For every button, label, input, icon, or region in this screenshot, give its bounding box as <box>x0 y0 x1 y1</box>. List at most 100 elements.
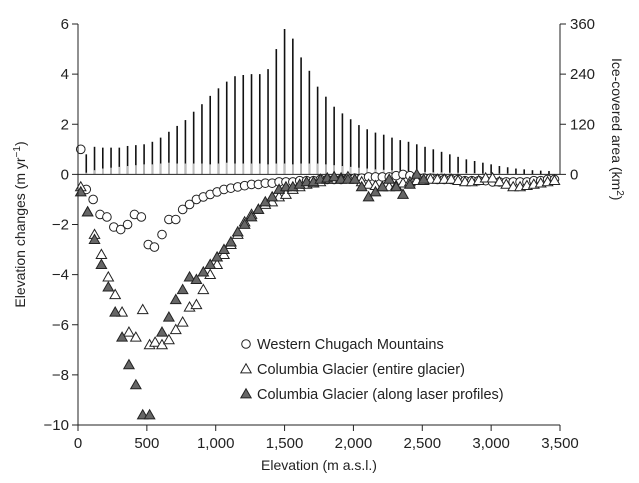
y-axis-right-title-sup: 2 <box>614 190 625 196</box>
point-columbia-entire <box>102 270 115 282</box>
point-columbia-laser <box>403 178 416 189</box>
point-columbia-laser <box>224 235 237 247</box>
legend-entry-western-chugach-label: Western Chugach Mountains <box>257 337 444 353</box>
legend-entry-columbia-entire-label: Columbia Glacier (entire glacier) <box>257 362 465 378</box>
point-columbia-entire <box>486 171 499 183</box>
point-columbia-entire <box>109 288 122 300</box>
point-western-chugach <box>88 194 98 205</box>
y-tick-label: 4 <box>61 66 69 83</box>
point-columbia-laser <box>129 378 142 390</box>
y-axis-left-title-main: Elevation changes (m yr <box>12 157 28 308</box>
y2-tick-label: 240 <box>570 66 595 83</box>
point-columbia-laser <box>95 258 108 269</box>
point-western-chugach <box>149 242 160 252</box>
point-columbia-laser <box>238 218 251 229</box>
point-columbia-laser <box>143 408 156 420</box>
point-columbia-entire <box>162 333 175 345</box>
y-axis-left-title: Elevation changes (m yr−1) <box>12 141 28 307</box>
x-tick-label: 3,000 <box>472 435 510 452</box>
x-tick-label: 1,500 <box>266 435 304 452</box>
point-columbia-laser <box>109 306 122 317</box>
point-columbia-laser <box>396 188 410 199</box>
y-tick-label: −10 <box>44 417 69 434</box>
point-columbia-laser <box>155 326 169 337</box>
point-columbia-laser <box>204 258 217 269</box>
point-columbia-laser <box>217 243 231 254</box>
point-western-chugach <box>136 212 147 222</box>
point-western-chugach <box>122 219 133 230</box>
point-columbia-entire <box>122 326 136 337</box>
point-columbia-laser <box>376 180 389 192</box>
y-tick-label: 6 <box>61 16 69 33</box>
data-points <box>74 144 561 420</box>
point-columbia-entire <box>548 174 561 186</box>
y-axis-left-title-close: ) <box>12 141 28 146</box>
y-axis-left-title-sup: −1 <box>12 146 23 158</box>
y-axis-right-title-main: Ice-covered area (km <box>609 58 625 190</box>
point-columbia-laser <box>122 358 136 370</box>
point-columbia-entire <box>197 283 210 295</box>
point-columbia-laser <box>252 203 265 214</box>
x-tick-label: 2,500 <box>404 435 442 452</box>
point-columbia-laser <box>102 280 115 292</box>
x-tick-label: 0 <box>74 435 82 452</box>
point-columbia-laser <box>197 265 210 277</box>
point-columbia-laser <box>328 170 341 182</box>
x-tick-label: 2,000 <box>335 435 373 452</box>
point-columbia-entire <box>169 323 182 335</box>
point-western-chugach <box>102 212 112 222</box>
point-columbia-laser <box>116 331 129 342</box>
point-columbia-laser <box>383 173 396 184</box>
point-western-chugach <box>177 204 188 215</box>
legend: Western Chugach Mountains Columbia Glacie… <box>239 337 504 403</box>
point-columbia-entire <box>362 178 375 189</box>
y-tick-label: 2 <box>61 116 69 133</box>
ice-area-bars <box>85 29 550 175</box>
point-columbia-laser <box>245 210 258 222</box>
legend-entry-columbia-laser-label: Columbia Glacier (along laser profiles) <box>257 387 504 403</box>
point-columbia-laser <box>410 168 423 179</box>
x-tick-label: 3,500 <box>541 435 579 452</box>
point-columbia-entire <box>95 248 108 259</box>
point-columbia-entire <box>129 331 142 342</box>
y-tick-label: −6 <box>52 317 69 334</box>
point-columbia-entire <box>136 303 149 315</box>
x-tick-label: 1,000 <box>197 435 235 452</box>
legend-entry-columbia-laser-marker <box>239 387 253 399</box>
point-columbia-laser <box>390 180 403 192</box>
y-tick-label: −2 <box>52 217 69 234</box>
point-columbia-entire <box>176 316 189 327</box>
point-columbia-laser <box>417 173 430 184</box>
point-columbia-laser <box>169 293 182 305</box>
x-axis-title: Elevation (m a.s.l.) <box>261 457 377 473</box>
point-columbia-entire <box>493 175 506 187</box>
point-western-chugach <box>157 229 167 240</box>
y-axis-right-title-close: ) <box>609 196 625 201</box>
point-columbia-entire <box>500 178 513 189</box>
point-columbia-laser <box>190 273 203 285</box>
point-columbia-laser <box>88 233 101 244</box>
point-columbia-laser <box>266 190 279 202</box>
point-western-chugach <box>184 199 195 210</box>
point-columbia-entire <box>149 336 162 347</box>
y-tick-label: −4 <box>52 267 69 284</box>
y-tick-label: 0 <box>61 166 69 183</box>
point-western-chugach <box>170 214 181 225</box>
point-columbia-laser <box>231 225 244 237</box>
point-columbia-laser <box>348 173 361 184</box>
point-columbia-laser <box>81 205 94 217</box>
point-columbia-entire <box>452 174 465 186</box>
y2-tick-label: 120 <box>570 116 595 133</box>
x-tick-label: 500 <box>134 435 159 452</box>
point-columbia-laser <box>162 311 175 322</box>
legend-entry-western-chugach-marker <box>241 339 251 349</box>
y-axis-right-title: Ice-covered area (km2) <box>609 58 625 201</box>
point-western-chugach <box>75 144 86 155</box>
legend-entry-columbia-entire-marker <box>239 362 253 374</box>
point-columbia-entire <box>190 298 203 310</box>
y2-tick-label: 0 <box>570 166 578 183</box>
point-columbia-laser <box>183 270 196 282</box>
